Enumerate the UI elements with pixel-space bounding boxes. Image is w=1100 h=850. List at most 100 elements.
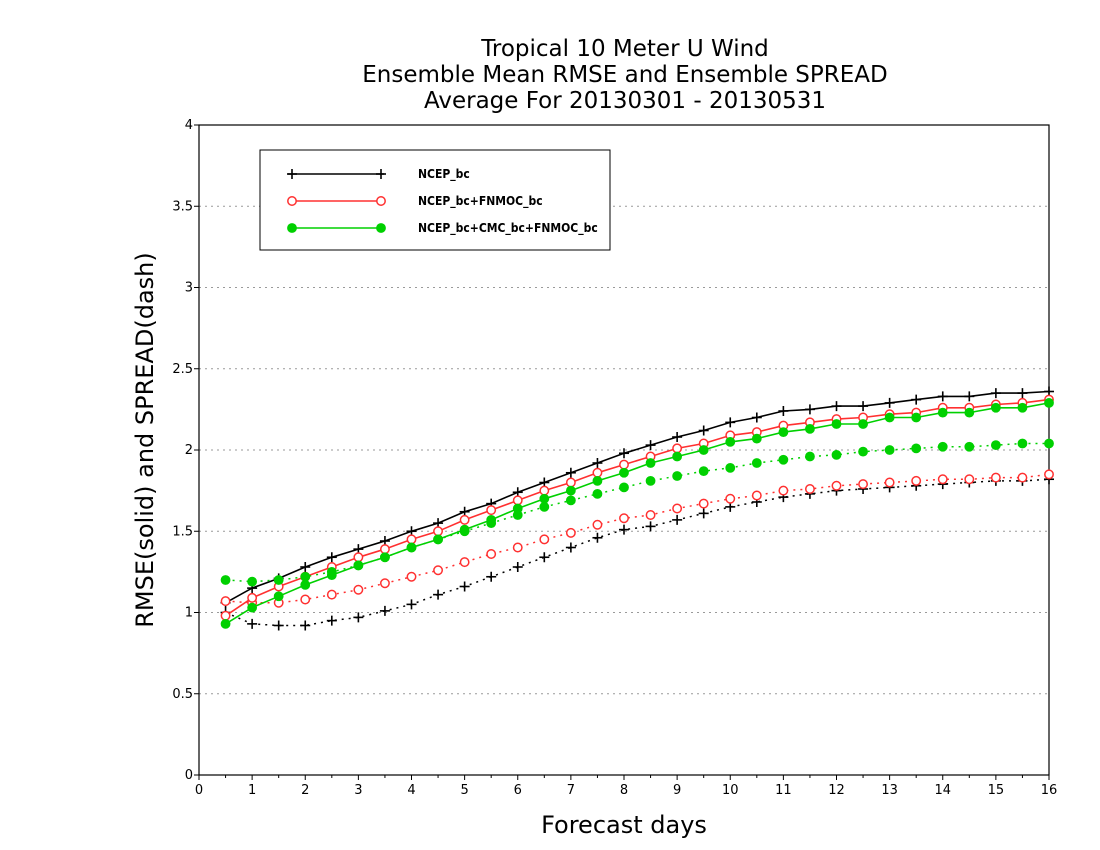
rmse-point xyxy=(433,534,443,545)
x-tick-label: 10 xyxy=(722,783,739,798)
spread-point xyxy=(1017,438,1028,449)
rmse-point xyxy=(645,458,656,468)
rmse-point xyxy=(990,402,1001,413)
spread-point xyxy=(353,584,364,595)
spread-point xyxy=(751,458,762,468)
spread-point xyxy=(220,596,231,607)
legend-marker xyxy=(287,223,297,233)
y-tick-label: 1.5 xyxy=(172,524,193,539)
rmse-point xyxy=(592,458,603,468)
spread-point xyxy=(911,443,922,454)
spread-point xyxy=(725,493,736,504)
rmse-point xyxy=(565,477,576,488)
x-tick-label: 0 xyxy=(195,783,203,798)
spread-point xyxy=(858,446,868,457)
y-tick-label: 0.5 xyxy=(172,687,193,702)
rmse-point xyxy=(486,514,497,525)
rmse-point xyxy=(592,475,603,486)
y-tick-label: 4 xyxy=(185,118,193,133)
chart-title-line-3: Average For 20130301 - 20130531 xyxy=(423,88,827,114)
spread-point xyxy=(539,552,550,563)
spread-point xyxy=(486,571,497,582)
x-tick-label: 6 xyxy=(514,783,522,798)
x-tick-label: 4 xyxy=(407,783,415,798)
rmse-point xyxy=(937,407,948,418)
rmse-point xyxy=(672,451,683,462)
rmse-point xyxy=(964,407,975,418)
rmse-point xyxy=(486,505,497,516)
x-tick-label: 9 xyxy=(673,783,681,798)
rmse-point xyxy=(645,440,656,451)
spread-point xyxy=(672,514,683,525)
spread-point xyxy=(300,620,311,631)
spread-point xyxy=(433,589,444,600)
x-tick-label: 14 xyxy=(934,783,951,798)
rmse-point xyxy=(937,391,948,402)
spread-point xyxy=(512,542,523,553)
spread-point xyxy=(619,524,629,535)
legend-label: NCEP_bc+CMC_bc+FNMOC_bc xyxy=(418,221,598,236)
spread-point xyxy=(565,527,576,538)
legend-label: NCEP_bc xyxy=(418,167,470,182)
spread-point xyxy=(937,441,948,452)
y-tick-label: 3 xyxy=(185,281,193,296)
rmse-point xyxy=(911,412,922,423)
spread-point xyxy=(300,571,311,582)
rmse-point xyxy=(698,445,709,455)
rmse-point xyxy=(512,503,523,514)
x-tick-label: 3 xyxy=(354,783,362,798)
x-axis-title: Forecast days xyxy=(541,811,707,839)
spread-point xyxy=(512,562,523,572)
rmse-point xyxy=(778,406,789,416)
spread-point xyxy=(220,575,231,585)
rmse-point xyxy=(539,493,550,504)
series-0 xyxy=(220,386,1054,631)
legend: NCEP_bc NCEP_bc+FNMOC_bc NCEP_bc+CMC_bc+FN… xyxy=(259,149,611,251)
rmse-line xyxy=(225,390,1050,604)
rmse-point xyxy=(805,423,815,434)
spread-point xyxy=(937,474,948,485)
spread-point xyxy=(539,534,550,545)
rmse-point xyxy=(990,388,1001,399)
spread-point xyxy=(964,474,975,485)
rmse-point xyxy=(725,436,736,447)
spread-point xyxy=(698,466,709,477)
y-tick-label: 2.5 xyxy=(172,362,193,377)
spread-point xyxy=(247,576,258,587)
spread-point xyxy=(433,565,444,576)
y-tick-label: 2 xyxy=(185,443,193,458)
spread-point xyxy=(645,510,656,520)
y-tick-label: 1 xyxy=(185,606,193,621)
legend-marker xyxy=(287,196,297,206)
spread-point xyxy=(353,612,364,623)
legend-marker xyxy=(287,169,297,179)
spread-point xyxy=(672,503,683,514)
spread-point xyxy=(592,519,603,530)
rmse-point xyxy=(433,526,444,537)
rmse-point xyxy=(1044,397,1054,408)
spread-point xyxy=(911,475,922,486)
legend-item: NCEP_bc xyxy=(287,167,470,182)
spread-point xyxy=(990,472,1001,483)
rmse-point xyxy=(619,467,629,478)
rmse-point xyxy=(831,401,842,412)
spread-point xyxy=(406,599,417,610)
x-tick-label: 13 xyxy=(881,783,898,798)
spread-point xyxy=(379,578,390,589)
y-tick-label: 0 xyxy=(185,768,193,783)
spread-point xyxy=(698,498,709,509)
rmse-point xyxy=(353,560,364,571)
rmse-point xyxy=(858,419,868,429)
spread-point xyxy=(406,571,417,582)
spread-line xyxy=(225,473,1050,604)
rmse-point xyxy=(326,570,337,581)
x-tick-label: 2 xyxy=(301,783,309,798)
series-1 xyxy=(220,394,1054,621)
spread-point xyxy=(459,557,470,568)
rmse-point xyxy=(220,610,231,621)
rmse-point xyxy=(459,514,470,525)
spread-point xyxy=(565,495,576,506)
spread-point xyxy=(804,484,815,494)
rmse-point xyxy=(565,485,576,496)
